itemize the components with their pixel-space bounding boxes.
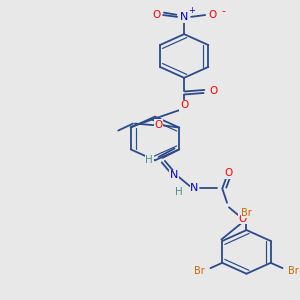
Text: H: H: [175, 187, 183, 197]
Text: O: O: [154, 119, 162, 130]
Text: O: O: [224, 168, 232, 178]
Text: N: N: [170, 170, 178, 181]
Text: Br: Br: [241, 208, 252, 218]
Text: O: O: [238, 214, 247, 224]
Text: H: H: [146, 155, 153, 165]
Text: N: N: [190, 183, 199, 193]
Text: O: O: [209, 86, 218, 97]
Text: Br: Br: [288, 266, 299, 277]
Text: Br: Br: [194, 266, 205, 277]
Text: O: O: [152, 10, 160, 20]
Text: N: N: [180, 13, 188, 22]
Text: O: O: [180, 100, 188, 110]
Text: +: +: [188, 6, 195, 15]
Text: -: -: [221, 6, 225, 16]
Text: O: O: [208, 10, 216, 20]
